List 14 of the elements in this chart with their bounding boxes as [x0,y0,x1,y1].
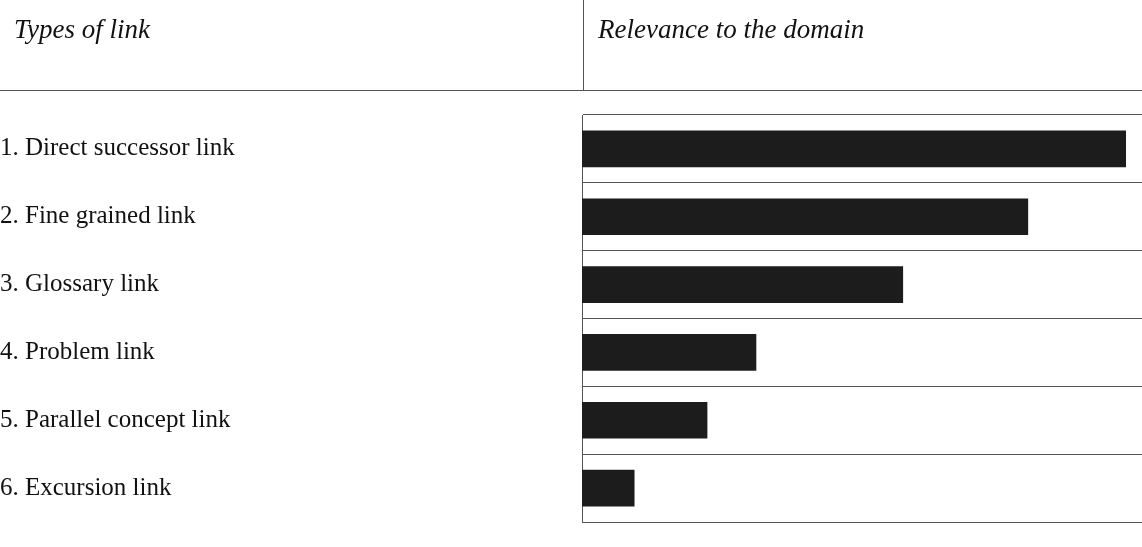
y-tick-label: 3. Glossary link [0,269,160,297]
bar [582,401,708,439]
bar [582,334,757,371]
y-tick-label: 2. Fine grained link [0,201,197,229]
y-tick-label: 5. Parallel concept link [0,404,231,432]
bar [582,130,1127,168]
y-tick-label: 1. Direct successor link [0,133,236,161]
y-tick-label: 4. Problem link [0,336,156,364]
y-axis-title: Types of link [14,14,150,45]
bar [582,198,1029,236]
bar [582,266,904,303]
bar [582,469,635,507]
y-tick-label: 6. Excursion link [0,472,173,500]
x-axis-title: Relevance to the domain [598,14,865,45]
